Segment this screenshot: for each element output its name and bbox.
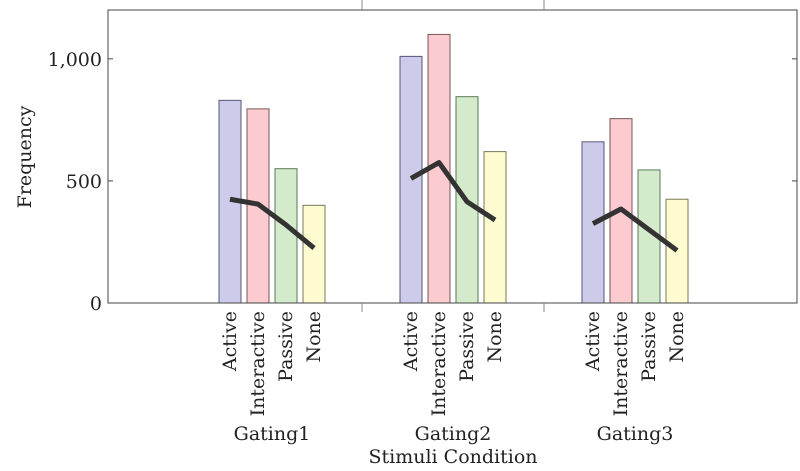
x-axis-title: Stimuli Condition (368, 446, 537, 468)
category-label-gating3-interactive: Interactive (610, 311, 632, 416)
bar-gating3-none (665, 198, 689, 304)
labels-layer: 0 500 1,000 Active Interactive Passive None Gat… (48, 49, 688, 445)
bar-gating2-active (399, 55, 423, 304)
y-tick-label-0: 0 (90, 293, 102, 315)
category-label-gating2-none: None (484, 311, 506, 363)
category-label-gating2-passive: Passive (456, 311, 478, 382)
trend-line-gating1 (229, 196, 316, 250)
category-label-gating2-active: Active (400, 311, 422, 372)
group-label-gating3: Gating3 (597, 423, 674, 445)
group-label-gating2: Gating2 (415, 423, 492, 445)
plot-frame (107, 9, 798, 304)
category-label-gating1-active: Active (219, 311, 241, 372)
bars-layer (218, 33, 689, 304)
category-label-gating3-passive: Passive (638, 311, 660, 382)
category-label-gating1-interactive: Interactive (247, 311, 269, 416)
category-label-gating2-interactive: Interactive (428, 311, 450, 416)
category-label-gating1-passive: Passive (275, 311, 297, 382)
category-label-gating1-none: None (303, 311, 325, 363)
lines-layer (229, 160, 679, 253)
y-axis-title: Frequency (14, 105, 36, 208)
bar-gating1-passive (274, 168, 298, 304)
trend-line-gating3 (591, 206, 679, 253)
trend-line-gating2 (409, 160, 497, 223)
category-label-gating3-none: None (666, 311, 688, 363)
axes-layer (107, 0, 798, 312)
bar-gating1-none (302, 204, 326, 304)
bar-gating2-none (483, 151, 507, 304)
y-tick-label-1000: 1,000 (48, 49, 102, 71)
y-tick-label-500: 500 (66, 171, 102, 193)
group-label-gating1: Gating1 (234, 423, 311, 445)
category-label-gating3-active: Active (582, 311, 604, 372)
